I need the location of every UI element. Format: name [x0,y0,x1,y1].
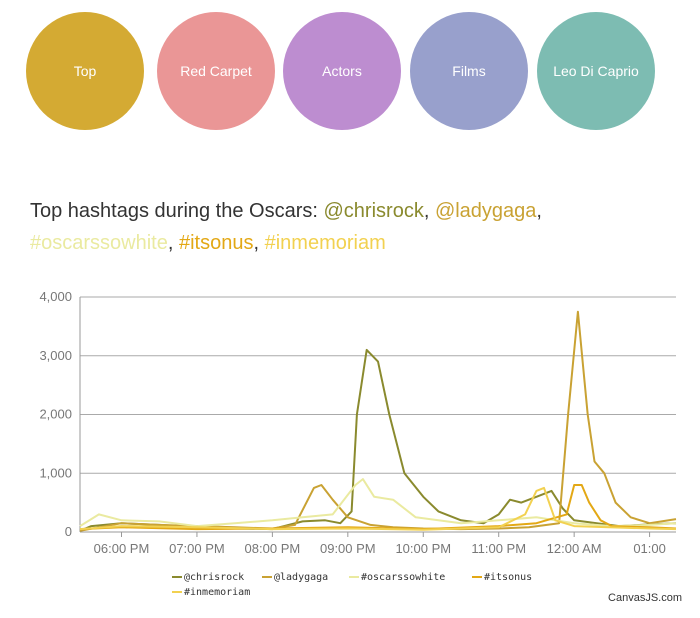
series-line-1 [79,348,677,532]
heading-tag-inmemoriam: #inmemoriam [264,232,386,254]
nav-red-carpet-label: Red Carpet [180,63,252,79]
legend-label[interactable]: #inmemoriam [184,587,250,598]
chart-heading: Top hashtags during the Oscars: @chrisro… [30,195,670,259]
y-axis: 0 1,000 2,000 3,000 4,000 [39,289,81,539]
heading-prefix: Top hashtags during the Oscars: [30,200,324,222]
legend-label[interactable]: #oscarssowhite [361,572,445,583]
nav-leo-di-caprio-label: Leo Di Caprio [553,63,639,79]
heading-tag-oscarssowhite: #oscarssowhite [30,232,168,254]
x-tick-label: 10:00 PM [395,541,451,556]
nav-films-button[interactable]: Films [410,12,528,130]
y-tick-label: 4,000 [39,289,72,304]
chart-legend[interactable]: @chrisrock @ladygaga #oscarssowhite #itsonu… [172,572,532,598]
x-tick-label: 12:00 AM [547,541,602,556]
nav-actors-button[interactable]: Actors [283,12,401,130]
nav-top-button[interactable]: Top [26,12,144,130]
x-tick-label: 09:00 PM [320,541,376,556]
nav-red-carpet-button[interactable]: Red Carpet [157,12,275,130]
x-tick-label: 01:00 [633,541,666,556]
y-tick-label: 3,000 [39,348,72,363]
chart-grid [80,296,676,474]
heading-separator: , [536,200,542,222]
canvasjs-credit-link[interactable]: CanvasJS.com [608,592,682,604]
x-tick-label: 11:00 PM [471,541,526,556]
legend-label[interactable]: @chrisrock [184,572,244,583]
heading-separator: , [253,232,265,254]
y-tick-label: 0 [65,524,72,539]
x-tick-label: 08:00 PM [245,541,301,556]
category-nav: Top Red Carpet Actors Films Leo Di Capri… [26,12,686,132]
series-line-3 [79,478,677,528]
heading-tag-itsonus: #itsonus [178,232,254,254]
chart-series [79,310,677,532]
x-tick-label: 06:00 PM [94,541,150,556]
y-tick-label: 1,000 [39,465,72,480]
heading-separator: , [423,200,435,222]
x-tick-label: 07:00 PM [169,541,225,556]
nav-top-label: Top [73,63,97,79]
nav-films-label: Films [452,63,486,79]
heading-tag-chrisrock: @chrisrock [323,200,424,222]
nav-actors-label: Actors [322,63,362,79]
legend-label[interactable]: #itsonus [484,572,532,583]
series-line-5 [79,486,677,531]
hashtag-line-chart: 0 1,000 2,000 3,000 4,000 06:00 PM 07:00 PM 08… [39,289,677,598]
y-tick-label: 2,000 [39,407,72,422]
x-axis: 06:00 PM 07:00 PM 08:00 PM 09:00 PM 10:00 PM… [80,531,676,556]
heading-tag-ladygaga: @ladygaga [434,200,537,222]
nav-leo-di-caprio-button[interactable]: Leo Di Caprio [537,12,655,130]
heading-separator: , [167,232,179,254]
legend-label[interactable]: @ladygaga [274,572,328,583]
